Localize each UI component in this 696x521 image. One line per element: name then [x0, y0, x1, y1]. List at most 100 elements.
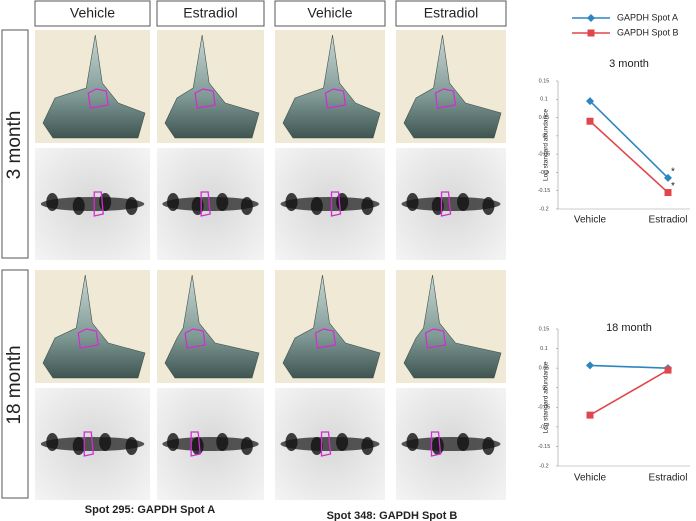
gel-spot: [216, 433, 229, 451]
series-line: [589, 364, 669, 369]
gel-band: [162, 197, 259, 211]
surface-peak: [42, 34, 146, 139]
y-tick-label: 0.15: [539, 326, 550, 332]
gel-band: [280, 197, 380, 211]
x-tick-label: Vehicle: [574, 215, 607, 226]
y-axis-label: Log standard abundance: [543, 109, 550, 181]
surface-peak: [282, 34, 381, 139]
caption: Spot 348: GAPDH Spot B: [327, 510, 458, 521]
spot-outline: [330, 191, 342, 217]
y-tick-label: -0.15: [538, 444, 551, 450]
x-tick-label: Vehicle: [574, 473, 607, 484]
y-tick-label: -0.1: [539, 424, 548, 430]
gel-band: [401, 437, 501, 451]
y-tick-label: 0.1: [540, 346, 548, 352]
data-point: [664, 189, 672, 197]
spot-outline: [77, 328, 99, 349]
gel-spot: [72, 197, 85, 215]
gel-spot: [46, 193, 59, 211]
gel-spot: [46, 433, 59, 451]
spot-outline: [200, 191, 211, 217]
gel-spot: [310, 437, 323, 455]
gel-spot: [191, 197, 204, 215]
gel-spot: [406, 433, 419, 451]
legend-marker: [587, 29, 595, 37]
surface-peak: [42, 274, 146, 379]
gel-spot: [125, 437, 138, 455]
row-label-box: [1, 269, 29, 499]
gel-spot: [431, 437, 444, 455]
significance-marker: *: [671, 167, 675, 178]
spot-outline: [324, 88, 347, 109]
column-header: Estradiol: [183, 5, 237, 21]
gel-spot: [216, 193, 229, 211]
spot-outline: [434, 88, 457, 109]
y-tick-label: 0: [542, 133, 545, 139]
gel-spot: [310, 197, 323, 215]
gel-spot: [240, 437, 253, 455]
column-header: Vehicle: [307, 5, 352, 21]
gel-band: [40, 197, 145, 211]
spot-outline: [190, 431, 201, 457]
spot-outline: [83, 431, 94, 457]
gel-spot: [336, 193, 349, 211]
series-line: [589, 100, 669, 179]
caption: Spot 295: GAPDH Spot A: [85, 504, 215, 516]
significance-marker: *: [671, 181, 675, 192]
y-tick-label: -0.2: [539, 206, 548, 212]
y-tick-label: 0: [542, 385, 545, 391]
column-header-box: [395, 0, 507, 27]
data-point: [586, 117, 594, 125]
series-line: [589, 369, 669, 416]
gel-band: [162, 437, 259, 451]
x-tick-label: Estradiol: [649, 473, 688, 484]
surface-peak: [282, 274, 381, 379]
data-point: [664, 173, 672, 182]
gel-spot: [191, 437, 204, 455]
gel-spot: [361, 437, 374, 455]
data-point: [586, 97, 594, 106]
spot-outline: [87, 88, 109, 109]
column-header: Vehicle: [70, 5, 115, 21]
chart-title: 18 month: [606, 322, 652, 334]
spot-outline: [314, 328, 337, 349]
surface-peak: [164, 274, 260, 379]
spot-outline: [424, 328, 447, 349]
gel-spot: [285, 193, 298, 211]
y-tick-label: -0.1: [539, 170, 548, 176]
y-tick-label: -0.15: [538, 188, 551, 194]
chart-title: 3 month: [609, 58, 649, 70]
gel-spot: [406, 193, 419, 211]
column-header-box: [156, 0, 265, 27]
row-label: 18 month: [4, 345, 25, 424]
spot-outline: [93, 191, 104, 217]
data-point: [586, 361, 594, 370]
gel-spot: [457, 193, 470, 211]
gel-spot: [361, 197, 374, 215]
data-point: [664, 366, 672, 374]
column-header-box: [274, 0, 386, 27]
row-label: 3 month: [4, 111, 25, 180]
gel-band: [401, 197, 501, 211]
gel-spot: [431, 197, 444, 215]
gel-spot: [240, 197, 253, 215]
surface-peak: [164, 34, 260, 139]
column-header-box: [34, 0, 151, 27]
y-tick-label: 0.15: [539, 78, 550, 84]
column-header: Estradiol: [424, 5, 478, 21]
gel-spot: [285, 433, 298, 451]
series-line: [589, 120, 669, 194]
surface-peak: [403, 274, 502, 379]
legend-label: GAPDH Spot A: [617, 12, 678, 22]
gel-spot: [482, 437, 495, 455]
y-tick-label: -0.2: [539, 463, 548, 469]
spot-outline: [430, 431, 442, 457]
y-tick-label: 0.05: [539, 115, 550, 121]
legend-marker: [587, 14, 595, 22]
row-label-box: [1, 29, 29, 259]
y-tick-label: -0.05: [538, 152, 551, 158]
spot-outline: [184, 328, 206, 349]
spot-outline: [440, 191, 452, 217]
y-tick-label: 0.1: [540, 97, 548, 103]
